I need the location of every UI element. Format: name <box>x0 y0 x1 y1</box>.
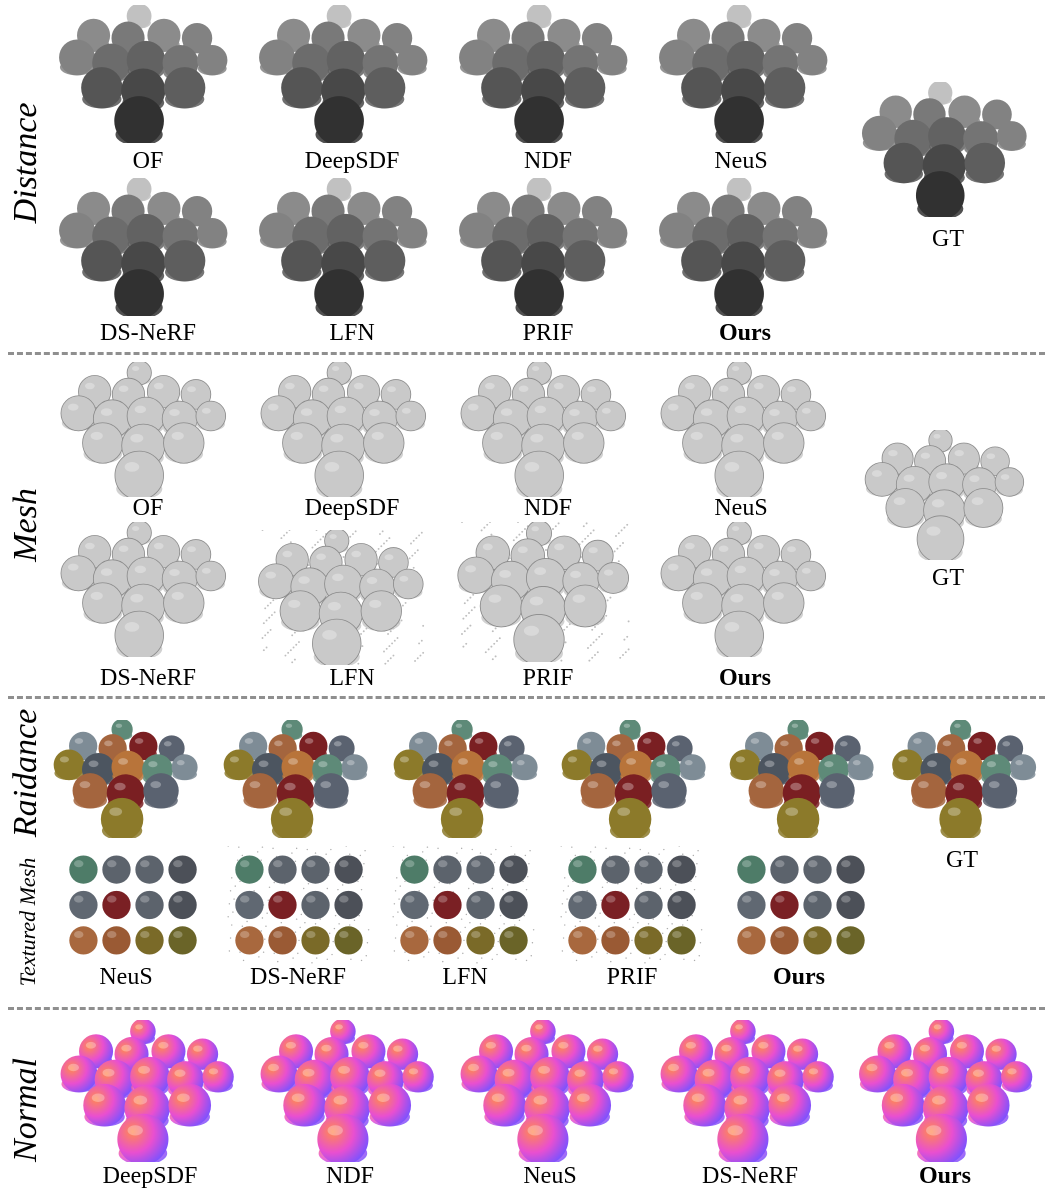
normal-image <box>52 1020 248 1162</box>
normal-image <box>852 1020 1045 1162</box>
mesh-image <box>648 362 844 497</box>
section-label-normal: Normal <box>7 1058 44 1162</box>
method-label: DeepSDF <box>304 495 400 521</box>
method-label: Ours <box>918 1163 972 1189</box>
mesh-image <box>48 522 244 657</box>
method-label: LFN <box>329 320 375 346</box>
mesh-image <box>448 522 644 662</box>
distance-image <box>48 5 244 143</box>
method-label: NDF <box>325 1163 375 1189</box>
mesh-gt-image <box>852 430 1042 560</box>
method-label: DS-NeRF <box>99 320 197 346</box>
method-label: NDF <box>523 495 573 521</box>
method-label: DS-NeRF <box>249 964 347 990</box>
method-label: PRIF <box>606 964 658 990</box>
gt-label: GT <box>932 565 964 591</box>
method-label: NeuS <box>523 1163 577 1189</box>
distance-image <box>48 178 244 316</box>
textured-mesh-image <box>384 846 544 964</box>
method-label: NeuS <box>714 495 768 521</box>
radiance-image <box>218 720 378 838</box>
radiance-image <box>724 720 884 838</box>
method-label: NeuS <box>99 964 153 990</box>
distance-image <box>248 5 444 143</box>
mesh-image <box>448 362 644 497</box>
method-label: DeepSDF <box>304 148 400 174</box>
mesh-image <box>648 522 844 657</box>
method-label: NeuS <box>714 148 768 174</box>
distance-image <box>448 178 644 316</box>
section-separator <box>8 352 1045 355</box>
textured-mesh-image <box>552 846 712 964</box>
distance-image <box>648 5 844 143</box>
section-label-mesh: Mesh <box>7 488 44 562</box>
radiance-image <box>556 720 716 838</box>
section-label-radiance: Raidance <box>7 708 44 838</box>
distance-image <box>248 178 444 316</box>
method-label: LFN <box>442 964 488 990</box>
textured-mesh-image <box>216 846 382 964</box>
normal-image <box>652 1020 848 1162</box>
normal-image <box>252 1020 448 1162</box>
distance-image <box>648 178 844 316</box>
distance-image <box>448 5 644 143</box>
mesh-image <box>248 362 444 497</box>
mesh-image <box>48 362 244 497</box>
section-separator <box>8 1007 1045 1010</box>
textured-mesh-image <box>726 846 876 964</box>
textured-mesh-image <box>58 846 208 964</box>
method-label: DS-NeRF <box>99 665 197 691</box>
method-label: OF <box>132 148 164 174</box>
method-label: OF <box>132 495 164 521</box>
normal-image <box>452 1020 648 1162</box>
method-label: Ours <box>772 964 826 990</box>
method-label: Ours <box>718 320 772 346</box>
section-label-textured-mesh: Textured Mesh <box>15 857 40 987</box>
method-label: NDF <box>523 148 573 174</box>
radiance-image <box>48 720 208 838</box>
radiance-image <box>388 720 548 838</box>
method-label: LFN <box>329 665 375 691</box>
radiance-gt-image <box>888 720 1045 838</box>
method-label: PRIF <box>522 665 574 691</box>
method-label: DS-NeRF <box>701 1163 799 1189</box>
gt-label: GT <box>932 226 964 252</box>
section-separator <box>8 696 1045 699</box>
section-label-distance: Distance <box>7 102 44 224</box>
distance-gt-image <box>852 82 1042 217</box>
method-label: PRIF <box>522 320 574 346</box>
mesh-image <box>246 530 441 665</box>
gt-label: GT <box>946 847 978 873</box>
method-label: DeepSDF <box>102 1163 198 1189</box>
method-label: Ours <box>718 665 772 691</box>
